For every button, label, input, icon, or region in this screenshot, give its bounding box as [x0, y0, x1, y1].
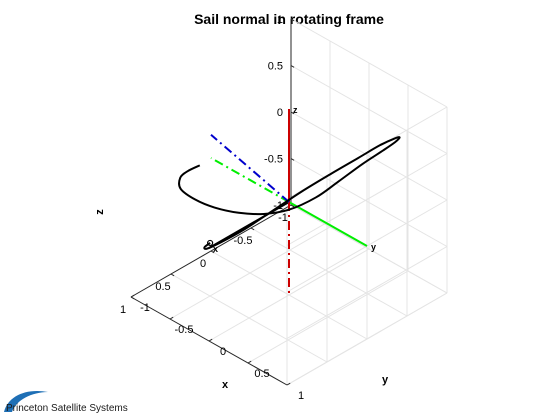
z-axis-label: z [94, 209, 106, 215]
x-axis-label: x [222, 379, 229, 391]
plot-area: x y z [178, 105, 401, 295]
y-tick-label: 1 [298, 390, 304, 402]
chart-title: Sail normal in rotating frame [194, 11, 384, 27]
swoosh-icon [4, 390, 48, 412]
z-tick-label: 1 [277, 14, 283, 26]
z-tick-label: 0 [277, 107, 283, 119]
trajectory-end-marker [207, 239, 214, 247]
y-tick [247, 360, 252, 364]
z-tick [290, 111, 295, 115]
z-tick-label: 0.5 [268, 61, 283, 73]
y-tick-label: -1 [140, 302, 150, 314]
grid-line [286, 153, 448, 246]
frame-axis-label-z: z [293, 105, 298, 115]
y-tick-label: 0.5 [254, 368, 269, 380]
z-tick [290, 18, 295, 22]
frame-axis-label-y: y [371, 242, 376, 252]
x-tick-label: 1 [120, 304, 126, 316]
frame-axis-y [288, 201, 368, 247]
z-tick [290, 65, 295, 68]
sail-normal-trajectory [178, 136, 401, 250]
x-tick-label: -1 [278, 212, 288, 224]
x-tick [130, 296, 135, 300]
y-tick-label: -0.5 [175, 324, 194, 336]
frame-axis-negative [210, 133, 290, 203]
grid-line [208, 248, 370, 342]
x-tick [210, 250, 215, 254]
grid-line [286, 292, 448, 386]
frame-axis-label-x: x [213, 244, 218, 254]
grid-line [290, 18, 448, 108]
z-tick [290, 158, 295, 161]
axes-box [130, 18, 295, 386]
grid-line [170, 273, 328, 363]
x-tick-label: -0.5 [234, 235, 253, 247]
x-tick-label: 0.5 [155, 281, 170, 293]
logo-text: Princeton Satellite Systems [6, 403, 128, 414]
x-tick [250, 227, 255, 231]
frame-axis-y-negative [210, 157, 290, 203]
y-axis-label: y [382, 374, 389, 386]
grid-line [290, 111, 448, 201]
y-tick [208, 338, 213, 342]
y-tick [169, 316, 174, 320]
y-tick-label: 0 [220, 346, 226, 358]
y-tick [286, 382, 291, 386]
z-tick-label: -1 [273, 200, 283, 212]
grid-line [247, 270, 409, 364]
grid-line [290, 65, 448, 154]
y-tick [130, 294, 135, 298]
company-logo: Princeton Satellite Systems [4, 390, 128, 414]
x-tick [170, 273, 175, 277]
z-tick [290, 204, 295, 208]
z-tick-label: -0.5 [264, 154, 283, 166]
x-tick-label: 0 [200, 258, 206, 270]
